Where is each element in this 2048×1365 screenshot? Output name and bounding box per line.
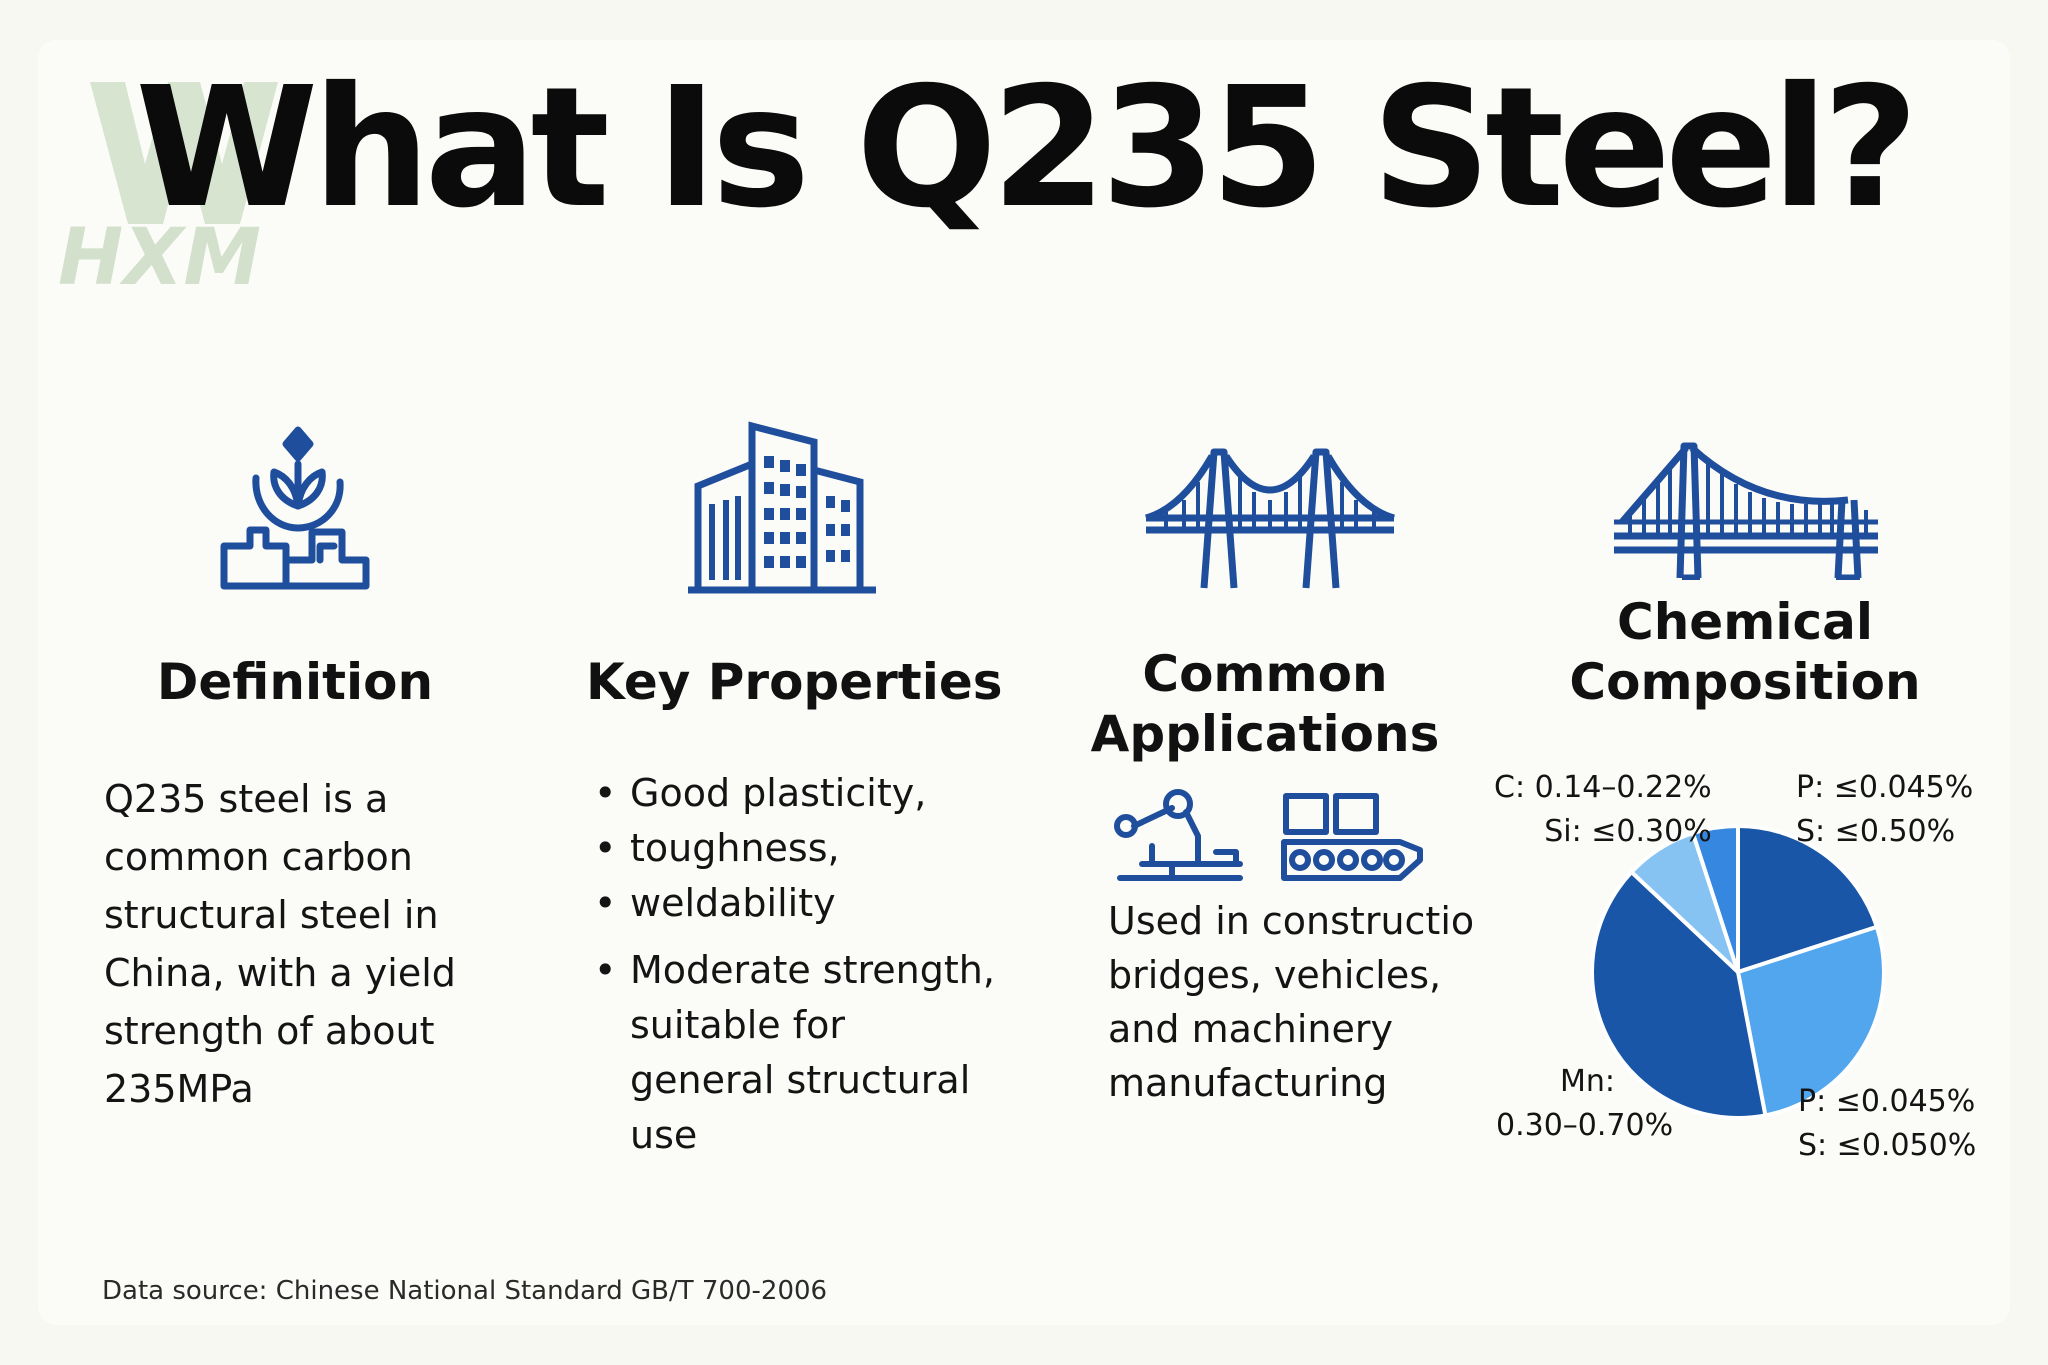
pie-slice-1 <box>1736 824 1879 974</box>
vehicle-icon <box>1281 793 1423 881</box>
text-line: strength of about <box>104 1009 435 1053</box>
list-item: weldability <box>594 876 995 931</box>
chemical-composition-heading: Chemical Composition <box>1540 592 1950 712</box>
pie-label-top-right: P: ≤0.045% S: ≤0.50% <box>1796 766 1973 854</box>
definition-text: Q235 steel is a common carbon structural… <box>104 770 456 1118</box>
building-icon <box>688 421 876 594</box>
heading-line: Composition <box>1569 653 1921 711</box>
label-line: S: ≤0.50% <box>1796 814 1956 849</box>
text-line: manufacturing <box>1108 1061 1388 1105</box>
text-line: Used in construction, <box>1108 899 1472 943</box>
text-line: 235MPa <box>104 1067 254 1111</box>
bridge-icon <box>1144 448 1396 589</box>
list-item: Good plasticity, <box>594 766 995 821</box>
text-line: Q235 steel is a <box>104 777 389 821</box>
label-line: S: ≤0.050% <box>1798 1128 1977 1163</box>
composition-pie-chart <box>1590 824 1886 1120</box>
text-line: common carbon <box>104 835 413 879</box>
text-line: general structural <box>630 1058 971 1102</box>
list-item: Moderate strength, suitable for general … <box>594 943 995 1163</box>
text-line: structural steel in <box>104 893 439 937</box>
page-title: What Is Q235 Steel? <box>135 52 1919 245</box>
label-line: 0.30–0.70% <box>1496 1108 1674 1143</box>
label-line: P: ≤0.045% <box>1798 1084 1976 1119</box>
text-line: Moderate strength, <box>630 948 995 992</box>
data-source-note: Data source: Chinese National Standard G… <box>102 1276 828 1306</box>
definition-heading: Definition <box>156 653 434 711</box>
pie-slice-5 <box>1690 824 1740 974</box>
label-line: Mn: <box>1560 1064 1616 1099</box>
key-properties-heading: Key Properties <box>586 653 1003 711</box>
hxm-watermark-logo: HXM <box>58 82 278 289</box>
heading-line: Applications <box>1090 705 1440 763</box>
heading-line: Common <box>1142 645 1388 703</box>
text-line: suitable for <box>630 1003 846 1047</box>
steel-plant-icon <box>220 426 370 590</box>
applications-text: Used in construction, bridges, vehicles,… <box>1108 894 1472 1110</box>
text-line: China, with a yield <box>104 951 456 995</box>
robot-arm-icon <box>1114 789 1243 881</box>
text-line: use <box>630 1113 698 1157</box>
pie-label-bottom-right: P: ≤0.045% S: ≤0.050% <box>1798 1080 1976 1168</box>
watermark-text: HXM <box>58 213 261 289</box>
background-panel <box>38 40 2010 1325</box>
pie-slice-3 <box>1590 870 1768 1120</box>
label-line: C: 0.14–0.22% <box>1494 770 1712 805</box>
applications-text-clip: Used in construction, bridges, vehicles,… <box>1108 894 1472 1134</box>
text-line: bridges, vehicles, <box>1108 953 1442 997</box>
pie-slice-2 <box>1736 924 1886 1118</box>
common-applications-heading: Common Applications <box>1080 644 1450 764</box>
suspension-bridge-icon <box>1614 442 1878 580</box>
pie-label-bottom-left: Mn: 0.30–0.70% <box>1496 1060 1673 1148</box>
label-line: Si: ≤0.30% <box>1544 814 1712 849</box>
key-properties-list: Good plasticity, toughness, weldability … <box>594 766 995 1175</box>
label-line: P: ≤0.045% <box>1796 770 1974 805</box>
pie-label-top-left: C: 0.14–0.22% Si: ≤0.30% <box>1494 766 1712 854</box>
text-line: and machinery <box>1108 1007 1393 1051</box>
list-item: toughness, <box>594 821 995 876</box>
heading-line: Chemical <box>1617 593 1873 651</box>
